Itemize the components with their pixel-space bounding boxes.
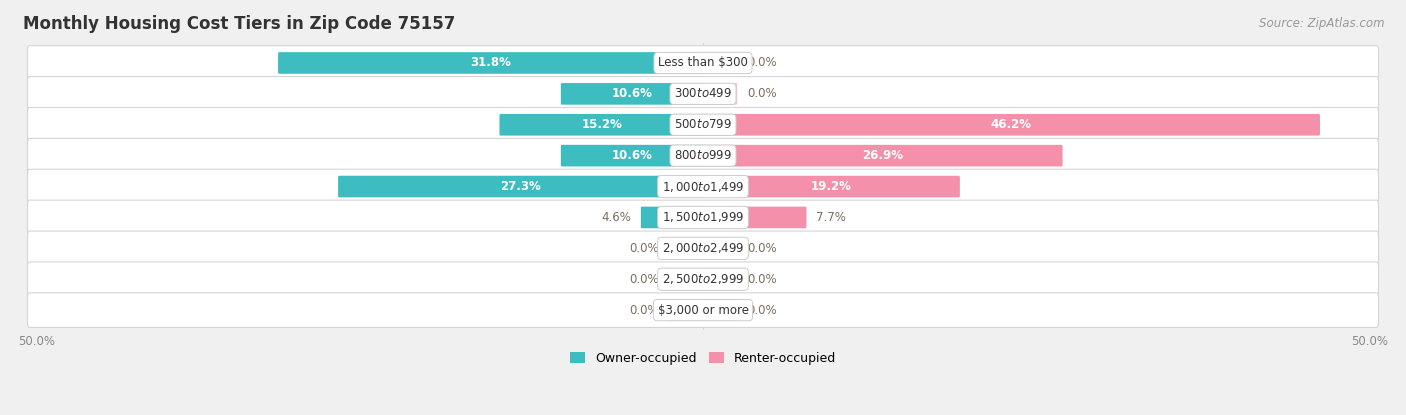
FancyBboxPatch shape	[28, 138, 1378, 173]
Text: 19.2%: 19.2%	[811, 180, 852, 193]
Text: $300 to $499: $300 to $499	[673, 88, 733, 100]
FancyBboxPatch shape	[702, 52, 737, 74]
Text: 27.3%: 27.3%	[501, 180, 541, 193]
Text: 7.7%: 7.7%	[817, 211, 846, 224]
Text: 0.0%: 0.0%	[747, 242, 776, 255]
Text: 0.0%: 0.0%	[630, 273, 659, 286]
FancyBboxPatch shape	[702, 176, 960, 198]
Text: 10.6%: 10.6%	[612, 88, 652, 100]
FancyBboxPatch shape	[702, 237, 737, 259]
FancyBboxPatch shape	[561, 83, 704, 105]
FancyBboxPatch shape	[28, 76, 1378, 111]
Text: 0.0%: 0.0%	[630, 242, 659, 255]
Text: $2,000 to $2,499: $2,000 to $2,499	[662, 242, 744, 255]
FancyBboxPatch shape	[28, 46, 1378, 80]
FancyBboxPatch shape	[702, 207, 807, 228]
Text: $1,000 to $1,499: $1,000 to $1,499	[662, 180, 744, 193]
FancyBboxPatch shape	[499, 114, 704, 136]
FancyBboxPatch shape	[702, 269, 737, 290]
FancyBboxPatch shape	[669, 269, 704, 290]
FancyBboxPatch shape	[702, 299, 737, 321]
Text: 0.0%: 0.0%	[747, 56, 776, 69]
Text: 0.0%: 0.0%	[630, 304, 659, 317]
Text: 0.0%: 0.0%	[747, 88, 776, 100]
FancyBboxPatch shape	[28, 231, 1378, 266]
Text: $3,000 or more: $3,000 or more	[658, 304, 748, 317]
FancyBboxPatch shape	[28, 200, 1378, 235]
FancyBboxPatch shape	[337, 176, 704, 198]
Text: 10.6%: 10.6%	[612, 149, 652, 162]
FancyBboxPatch shape	[28, 169, 1378, 204]
Text: 0.0%: 0.0%	[747, 273, 776, 286]
Text: 4.6%: 4.6%	[602, 211, 631, 224]
FancyBboxPatch shape	[28, 293, 1378, 327]
Text: Monthly Housing Cost Tiers in Zip Code 75157: Monthly Housing Cost Tiers in Zip Code 7…	[22, 15, 456, 33]
FancyBboxPatch shape	[278, 52, 704, 74]
Text: 46.2%: 46.2%	[991, 118, 1032, 131]
Legend: Owner-occupied, Renter-occupied: Owner-occupied, Renter-occupied	[565, 347, 841, 370]
Text: Source: ZipAtlas.com: Source: ZipAtlas.com	[1260, 17, 1385, 29]
FancyBboxPatch shape	[28, 262, 1378, 297]
Text: $1,500 to $1,999: $1,500 to $1,999	[662, 210, 744, 225]
FancyBboxPatch shape	[702, 145, 1063, 166]
FancyBboxPatch shape	[669, 237, 704, 259]
FancyBboxPatch shape	[28, 107, 1378, 142]
Text: $800 to $999: $800 to $999	[673, 149, 733, 162]
Text: $500 to $799: $500 to $799	[673, 118, 733, 131]
Text: Less than $300: Less than $300	[658, 56, 748, 69]
Text: $2,500 to $2,999: $2,500 to $2,999	[662, 272, 744, 286]
FancyBboxPatch shape	[641, 207, 704, 228]
Text: 31.8%: 31.8%	[471, 56, 512, 69]
Text: 26.9%: 26.9%	[862, 149, 903, 162]
FancyBboxPatch shape	[669, 299, 704, 321]
FancyBboxPatch shape	[702, 114, 1320, 136]
Text: 0.0%: 0.0%	[747, 304, 776, 317]
Text: 15.2%: 15.2%	[581, 118, 621, 131]
FancyBboxPatch shape	[702, 83, 737, 105]
FancyBboxPatch shape	[561, 145, 704, 166]
